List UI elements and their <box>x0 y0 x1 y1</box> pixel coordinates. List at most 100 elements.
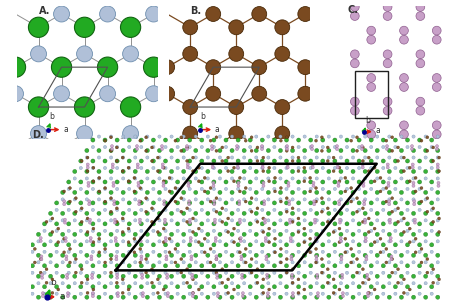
Circle shape <box>346 208 348 211</box>
Circle shape <box>139 285 143 289</box>
Circle shape <box>346 250 348 253</box>
Circle shape <box>203 176 206 179</box>
Circle shape <box>144 57 164 77</box>
Circle shape <box>169 46 184 62</box>
Circle shape <box>242 127 246 132</box>
Circle shape <box>109 136 112 139</box>
Circle shape <box>98 251 101 254</box>
Circle shape <box>364 218 366 221</box>
Circle shape <box>182 261 185 264</box>
Circle shape <box>121 253 125 257</box>
Circle shape <box>381 264 385 268</box>
Circle shape <box>115 207 118 210</box>
Circle shape <box>200 187 203 191</box>
Circle shape <box>157 274 162 278</box>
Circle shape <box>115 220 118 223</box>
Circle shape <box>180 136 183 139</box>
Circle shape <box>224 159 228 163</box>
Circle shape <box>186 166 189 169</box>
Circle shape <box>116 292 119 295</box>
Circle shape <box>64 218 66 221</box>
Circle shape <box>285 210 288 213</box>
Circle shape <box>152 166 155 170</box>
Circle shape <box>97 240 100 243</box>
Circle shape <box>394 166 397 170</box>
Circle shape <box>194 177 197 180</box>
Circle shape <box>327 135 330 138</box>
Circle shape <box>213 203 216 206</box>
Circle shape <box>127 288 130 291</box>
Circle shape <box>260 264 264 268</box>
Circle shape <box>424 240 427 243</box>
Circle shape <box>413 200 416 203</box>
Circle shape <box>121 230 124 233</box>
Circle shape <box>266 295 270 299</box>
Circle shape <box>31 250 34 253</box>
Circle shape <box>290 255 293 258</box>
Circle shape <box>212 285 216 289</box>
Circle shape <box>133 190 136 193</box>
Circle shape <box>91 273 94 276</box>
Circle shape <box>418 159 422 163</box>
Circle shape <box>333 166 337 170</box>
Circle shape <box>375 219 379 222</box>
Circle shape <box>161 145 164 148</box>
Circle shape <box>158 261 161 264</box>
Circle shape <box>237 181 240 185</box>
Circle shape <box>219 240 221 243</box>
Circle shape <box>139 261 142 264</box>
Circle shape <box>197 241 201 244</box>
Circle shape <box>267 177 270 180</box>
Circle shape <box>364 236 367 239</box>
Circle shape <box>285 166 288 170</box>
Circle shape <box>109 253 113 257</box>
Circle shape <box>303 156 306 159</box>
Circle shape <box>363 253 367 257</box>
Circle shape <box>363 211 367 215</box>
Circle shape <box>291 156 294 159</box>
Circle shape <box>146 156 149 159</box>
Circle shape <box>430 250 433 253</box>
Circle shape <box>315 240 319 243</box>
Circle shape <box>252 60 267 75</box>
Circle shape <box>351 169 355 174</box>
Circle shape <box>382 146 385 149</box>
Circle shape <box>262 278 265 281</box>
Circle shape <box>339 127 343 132</box>
Circle shape <box>67 285 71 289</box>
Circle shape <box>186 220 189 223</box>
Circle shape <box>385 145 389 148</box>
Circle shape <box>237 208 240 211</box>
Circle shape <box>109 240 113 243</box>
Circle shape <box>151 159 154 162</box>
Circle shape <box>69 200 72 203</box>
Circle shape <box>237 271 240 275</box>
Circle shape <box>168 176 171 179</box>
Circle shape <box>109 149 113 153</box>
Circle shape <box>215 210 218 213</box>
Circle shape <box>279 156 282 159</box>
Circle shape <box>344 190 347 193</box>
Circle shape <box>273 243 276 247</box>
Circle shape <box>170 232 173 236</box>
Circle shape <box>429 243 434 247</box>
Circle shape <box>268 180 271 183</box>
Circle shape <box>430 146 433 149</box>
Circle shape <box>357 222 361 226</box>
Circle shape <box>315 282 319 285</box>
Circle shape <box>302 274 307 278</box>
Circle shape <box>291 274 295 278</box>
Circle shape <box>139 200 142 203</box>
Circle shape <box>182 198 185 201</box>
Circle shape <box>180 258 183 261</box>
Circle shape <box>369 159 373 163</box>
Circle shape <box>381 180 385 184</box>
Circle shape <box>408 288 411 291</box>
Circle shape <box>200 138 204 142</box>
Circle shape <box>426 197 429 200</box>
Circle shape <box>139 239 142 243</box>
Circle shape <box>146 169 149 174</box>
Circle shape <box>243 156 246 159</box>
Circle shape <box>170 253 173 257</box>
Circle shape <box>61 261 64 264</box>
